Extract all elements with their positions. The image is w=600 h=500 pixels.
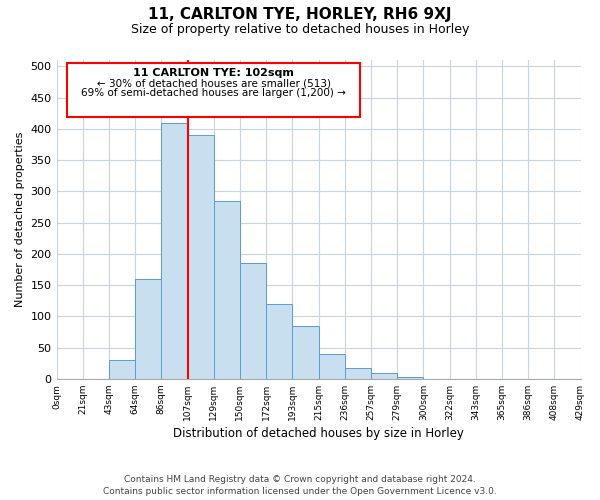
- Bar: [188, 135, 214, 379]
- FancyBboxPatch shape: [67, 63, 361, 118]
- Text: ← 30% of detached houses are smaller (513): ← 30% of detached houses are smaller (51…: [97, 78, 331, 88]
- Bar: [161, 122, 188, 379]
- Bar: [345, 368, 371, 379]
- Text: 11, CARLTON TYE, HORLEY, RH6 9XJ: 11, CARLTON TYE, HORLEY, RH6 9XJ: [148, 8, 452, 22]
- Text: Contains public sector information licensed under the Open Government Licence v3: Contains public sector information licen…: [103, 488, 497, 496]
- Bar: [319, 354, 345, 379]
- Bar: [214, 200, 240, 379]
- Bar: [266, 304, 292, 379]
- Text: Contains HM Land Registry data © Crown copyright and database right 2024.: Contains HM Land Registry data © Crown c…: [124, 475, 476, 484]
- Bar: [292, 326, 319, 379]
- Bar: [135, 279, 161, 379]
- X-axis label: Distribution of detached houses by size in Horley: Distribution of detached houses by size …: [173, 427, 464, 440]
- Text: 69% of semi-detached houses are larger (1,200) →: 69% of semi-detached houses are larger (…: [81, 88, 346, 98]
- Bar: [371, 372, 397, 379]
- Bar: [240, 263, 266, 379]
- Y-axis label: Number of detached properties: Number of detached properties: [15, 132, 25, 307]
- Text: 11 CARLTON TYE: 102sqm: 11 CARLTON TYE: 102sqm: [133, 68, 294, 78]
- Text: Size of property relative to detached houses in Horley: Size of property relative to detached ho…: [131, 22, 469, 36]
- Bar: [397, 377, 424, 379]
- Bar: [109, 360, 135, 379]
